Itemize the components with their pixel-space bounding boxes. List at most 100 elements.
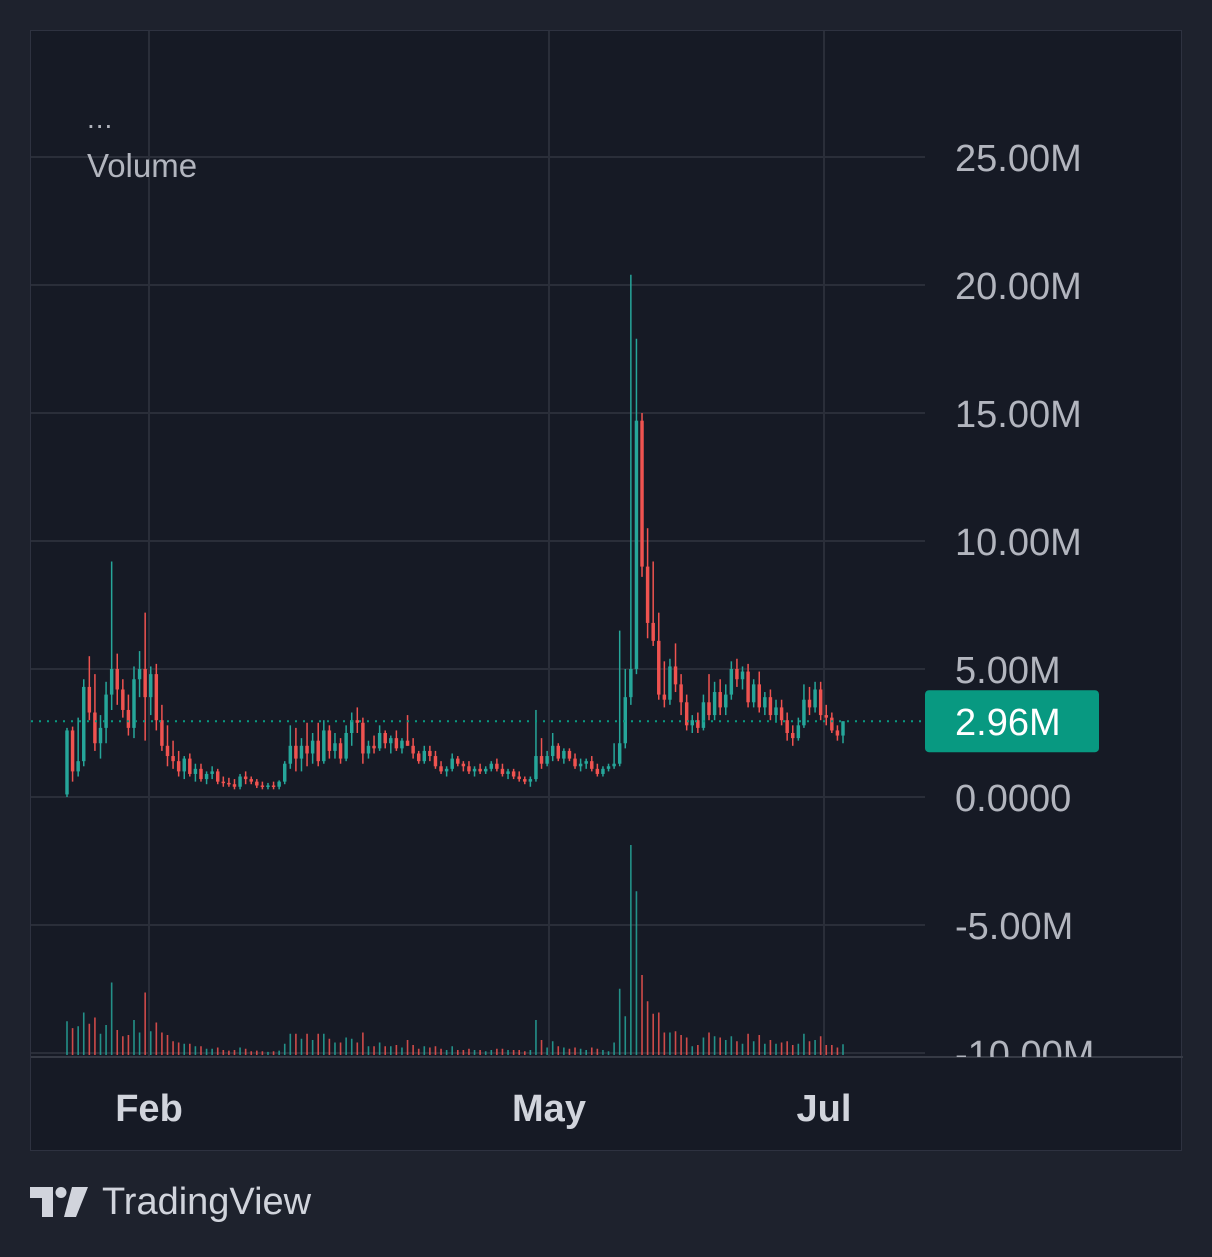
candle-body [472, 768, 477, 772]
volume-bar [646, 1001, 649, 1055]
volume-bar [456, 1050, 459, 1055]
candle-body [405, 740, 410, 746]
volume-bar [122, 1036, 124, 1055]
chart-canvas[interactable]: 25.00M 20.00M 15.00M 10.00M 5.00M 0.0000 -5.00… [31, 31, 1183, 1152]
volume-bar [652, 1013, 654, 1055]
candle-body [729, 669, 734, 695]
chart-panel[interactable]: 25.00M 20.00M 15.00M 10.00M 5.00M 0.0000 -5.00… [30, 30, 1183, 1152]
price-axis-label: -10.00M [955, 1034, 1094, 1076]
volume-bar [724, 1040, 727, 1055]
time-axis[interactable]: Feb May Jul [115, 1088, 851, 1130]
volume-bar [764, 1043, 766, 1055]
brand-name: TradingView [102, 1180, 312, 1223]
volume-bar [719, 1037, 721, 1055]
volume-bar [708, 1032, 710, 1055]
volume-bar [77, 1026, 79, 1055]
volume-bar [797, 1043, 800, 1055]
candle-body [779, 707, 784, 721]
volume-bar [496, 1048, 498, 1055]
candle-body [70, 730, 75, 772]
candle-body [590, 761, 594, 769]
volume-bar [334, 1042, 336, 1055]
volume-bar [602, 1050, 604, 1055]
candle-body [271, 785, 276, 787]
legend-title: Volume [87, 147, 198, 184]
candle-body [182, 758, 186, 772]
volume-bar [339, 1042, 342, 1055]
candle-body [539, 756, 544, 764]
candle-body [288, 745, 293, 764]
volume-bar [512, 1050, 515, 1055]
candle-body [601, 768, 605, 774]
candle-body [679, 684, 683, 703]
candle-body [260, 785, 265, 787]
candle-body [556, 745, 561, 759]
time-axis-label: May [512, 1088, 586, 1130]
legend-menu-icon[interactable]: ... [87, 103, 114, 134]
volume-bar [384, 1046, 387, 1055]
candle-body [444, 768, 449, 772]
candle-body [489, 763, 494, 769]
volume-histogram [66, 845, 844, 1055]
volume-bar [507, 1050, 509, 1055]
volume-bar [663, 1032, 666, 1055]
candle-body [640, 420, 644, 567]
candle-body [830, 717, 834, 731]
volume-bar [211, 1048, 213, 1055]
candle-body [768, 697, 773, 716]
candle-body [740, 671, 745, 680]
volume-bar [814, 1040, 816, 1055]
candle-body [428, 750, 432, 757]
candle-body [668, 666, 672, 700]
volume-bar [713, 1036, 716, 1055]
volume-bar [780, 1042, 783, 1055]
candle-body [763, 697, 767, 708]
volume-bar [267, 1051, 269, 1055]
candle-body [160, 720, 164, 746]
candle-body [282, 763, 287, 782]
candle-body [255, 781, 259, 786]
candle-body [807, 699, 812, 708]
candle-body [629, 669, 633, 698]
candle-body [573, 758, 577, 767]
candle-body [511, 771, 516, 777]
candle-body [584, 761, 588, 764]
volume-bar [730, 1036, 733, 1055]
candle-body [662, 694, 667, 700]
candle-body [137, 669, 142, 680]
candle-body [93, 712, 97, 744]
volume-bar [579, 1048, 582, 1055]
volume-bar [630, 845, 632, 1055]
volume-bar [116, 1030, 119, 1055]
volume-bar [99, 1033, 102, 1055]
volume-bar [607, 1051, 610, 1055]
tradingview-icon [30, 1187, 88, 1217]
candle-body [523, 779, 527, 782]
candle-body [82, 686, 86, 762]
last-value-badge-bg [925, 690, 1099, 753]
candle-body [121, 689, 125, 710]
candle-body [562, 750, 566, 759]
candle-body [696, 720, 700, 728]
tradingview-logo[interactable]: TradingView [30, 1180, 311, 1224]
volume-bar [172, 1041, 174, 1055]
candle-body [227, 782, 231, 785]
price-axis-label: -5.00M [955, 906, 1073, 948]
volume-bar [529, 1050, 532, 1055]
volume-bar [177, 1042, 180, 1055]
volume-bar [350, 1038, 353, 1055]
volume-bar [66, 1021, 68, 1055]
volume-bar [389, 1046, 392, 1055]
volume-bar [624, 1016, 627, 1055]
volume-bar [189, 1043, 191, 1055]
volume-bar [747, 1033, 749, 1055]
volume-bar [250, 1051, 253, 1055]
volume-bar [769, 1040, 772, 1055]
volume-bar [596, 1048, 599, 1055]
volume-bar [523, 1051, 526, 1055]
volume-bar [702, 1037, 705, 1055]
price-axis[interactable]: 25.00M 20.00M 15.00M 10.00M 5.00M 0.0000 -5.00… [955, 138, 1094, 1076]
candle-body [199, 768, 203, 780]
candle-body [193, 768, 198, 774]
volume-bar [657, 1012, 660, 1055]
